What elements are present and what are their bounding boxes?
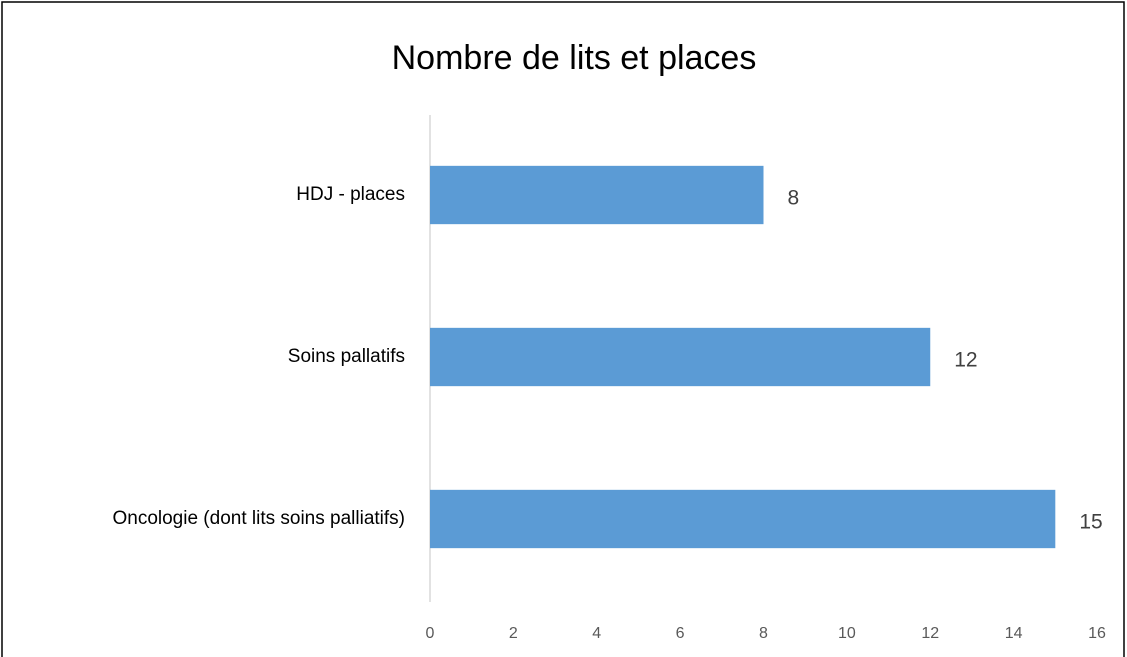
bar (430, 327, 931, 387)
x-tick-label: 14 (1005, 625, 1023, 642)
data-label: 15 (1079, 511, 1102, 534)
bar (430, 165, 764, 225)
x-tick-label: 6 (676, 625, 685, 642)
y-tick-label: Oncologie (dont lits soins palliatifs) (112, 508, 405, 529)
y-tick-label: HDJ - places (296, 184, 405, 205)
x-tick-label: 16 (1088, 625, 1106, 642)
x-tick-label: 0 (426, 625, 435, 642)
x-tick-label: 10 (838, 625, 856, 642)
y-tick-label: Soins pallatifs (288, 346, 405, 367)
x-tick-label: 12 (921, 625, 939, 642)
chart-title: Nombre de lits et places (392, 39, 757, 77)
data-label: 12 (954, 349, 977, 372)
x-tick-label: 2 (509, 625, 518, 642)
bar (430, 489, 1056, 549)
x-tick-label: 4 (592, 625, 601, 642)
x-tick-label: 8 (759, 625, 768, 642)
data-label: 8 (788, 187, 800, 210)
